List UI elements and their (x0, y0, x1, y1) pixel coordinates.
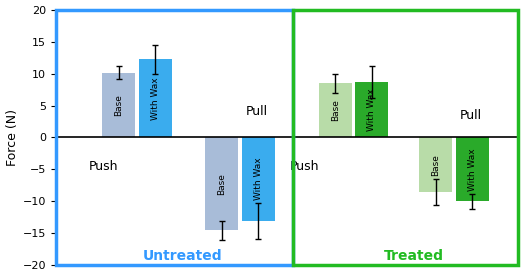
Text: With Wax: With Wax (254, 158, 263, 200)
Bar (56, 9, 293, 265)
Bar (355, 82, 388, 137)
Text: Push: Push (290, 160, 320, 173)
Text: With Wax: With Wax (367, 88, 376, 131)
Text: Pull: Pull (246, 106, 268, 118)
Text: Treated: Treated (384, 249, 444, 263)
Text: Base: Base (431, 154, 440, 176)
Text: Base: Base (217, 173, 226, 195)
Text: Pull: Pull (460, 109, 482, 122)
Text: With Wax: With Wax (468, 148, 477, 191)
Bar (455, 137, 489, 201)
Y-axis label: Force (N): Force (N) (6, 109, 18, 166)
Bar (205, 137, 238, 230)
Text: Base: Base (331, 99, 340, 121)
Text: Push: Push (89, 160, 119, 173)
Bar (293, 9, 518, 265)
Bar (139, 60, 172, 137)
Bar (319, 83, 352, 137)
Text: Untreated: Untreated (143, 249, 222, 263)
Bar (102, 73, 135, 137)
Bar (419, 137, 452, 192)
Bar (242, 137, 275, 221)
Text: Base: Base (114, 94, 123, 116)
Text: With Wax: With Wax (151, 77, 160, 120)
